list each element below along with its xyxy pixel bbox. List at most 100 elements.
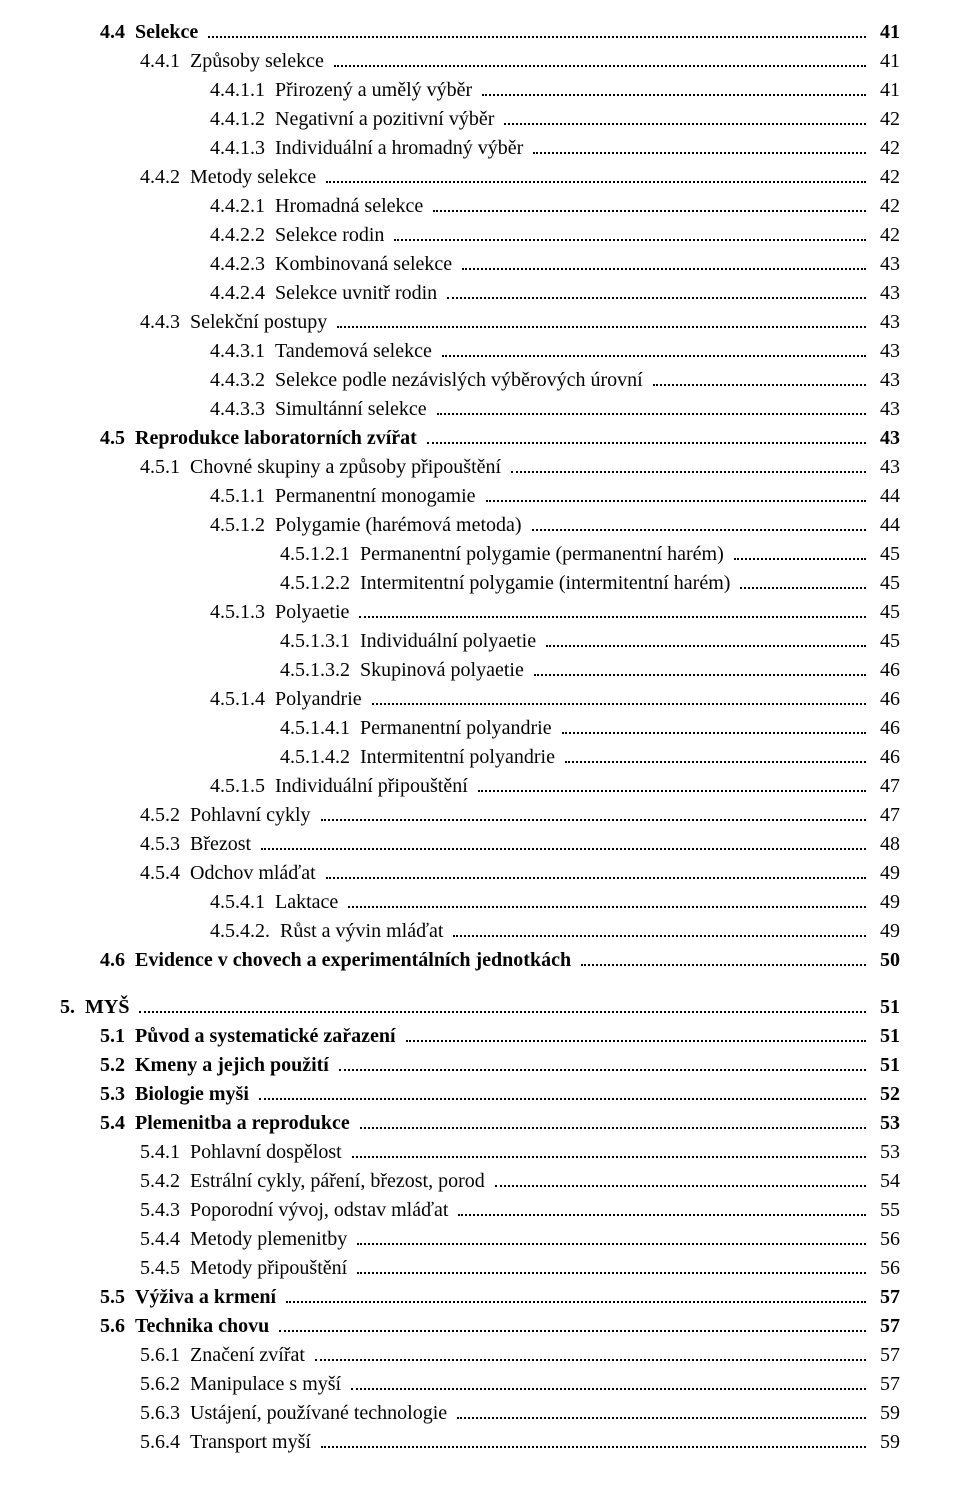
toc-entry: 4.5.1.1 Permanentní monogamie44	[60, 482, 900, 511]
toc-entry-number: 5.4.3	[140, 1199, 180, 1221]
toc-leader-dots	[139, 1000, 866, 1013]
toc-entry-number: 4.5.1.5	[210, 775, 265, 797]
toc-entry-title: Estrální cykly, páření, březost, porod	[190, 1170, 485, 1192]
toc-entry-title: Permanentní polygamie (permanentní harém…	[360, 543, 724, 565]
toc-entry-number: 4.4.1.3	[210, 137, 265, 159]
toc-leader-dots	[357, 1232, 866, 1245]
toc-entry-title: Skupinová polyaetie	[360, 659, 524, 681]
toc-entry: 4.4.3.3 Simultánní selekce43	[60, 395, 900, 424]
toc-entry-label: 4.4.1.1 Přirozený a umělý výběr	[210, 76, 478, 105]
toc-entry-page: 46	[870, 685, 900, 714]
toc-entry-page: 45	[870, 627, 900, 656]
toc-leader-dots	[351, 1377, 866, 1390]
toc-entry-number: 5.6.1	[140, 1344, 180, 1366]
toc-entry: 4.4.2.3 Kombinovaná selekce43	[60, 250, 900, 279]
toc-entry-number: 4.5.1.4.2	[280, 746, 350, 768]
toc-entry-page: 46	[870, 714, 900, 743]
toc-entry-label: 4.5.4.1 Laktace	[210, 888, 344, 917]
toc-entry: 5.4.4 Metody plemenitby56	[60, 1225, 900, 1254]
toc-entry-title: Ustájení, používané technologie	[190, 1402, 447, 1424]
toc-entry-title: Transport myší	[190, 1431, 311, 1453]
toc-entry-label: 5.6.2 Manipulace s myší	[140, 1370, 347, 1399]
toc-leader-dots	[581, 953, 866, 966]
toc-entry: 5.4 Plemenitba a reprodukce53	[60, 1109, 900, 1138]
toc-entry-number: 5.4	[100, 1112, 125, 1134]
toc-leader-dots	[532, 518, 866, 531]
toc-entry-label: 4.5.4 Odchov mláďat	[140, 859, 322, 888]
toc-entry-number: 4.4.3.3	[210, 398, 265, 420]
toc-entry-number: 4.5.1	[140, 456, 180, 478]
toc-leader-dots	[406, 1029, 866, 1042]
toc-entry-title: Hromadná selekce	[275, 195, 423, 217]
toc-entry-title: Permanentní monogamie	[275, 485, 476, 507]
toc-leader-dots	[453, 924, 866, 937]
toc-entry-page: 51	[870, 1051, 900, 1080]
toc-entry-label: 5.5 Výživa a krmení	[100, 1283, 282, 1312]
toc-entry-number: 4.6	[100, 949, 125, 971]
toc-entry-page: 50	[870, 946, 900, 975]
toc-entry: 5.6 Technika chovu57	[60, 1312, 900, 1341]
toc-leader-dots	[315, 1348, 866, 1361]
toc-entry-title: Polyaetie	[275, 601, 349, 623]
toc-entry-label: 4.5.1.5 Individuální připouštění	[210, 772, 474, 801]
toc-entry-number: 4.5.1.2.2	[280, 572, 350, 594]
toc-entry-title: Značení zvířat	[190, 1344, 305, 1366]
toc-entry-page: 53	[870, 1138, 900, 1167]
toc-entry: 5.1 Původ a systematické zařazení51	[60, 1022, 900, 1051]
toc-entry: 4.4.3 Selekční postupy43	[60, 308, 900, 337]
toc-entry-page: 42	[870, 163, 900, 192]
table-of-contents: 4.4 Selekce414.4.1 Způsoby selekce414.4.…	[60, 18, 900, 1457]
toc-entry-number: 5.6	[100, 1315, 125, 1337]
toc-entry-number: 5.4.5	[140, 1257, 180, 1279]
toc-entry-label: 4.4.2 Metody selekce	[140, 163, 322, 192]
toc-entry-title: Metody plemenitby	[190, 1228, 347, 1250]
toc-leader-dots	[734, 547, 866, 560]
toc-entry: 4.4.1.3 Individuální a hromadný výběr42	[60, 134, 900, 163]
toc-leader-dots	[462, 257, 866, 270]
toc-entry-label: 5.4.2 Estrální cykly, páření, březost, p…	[140, 1167, 491, 1196]
toc-entry-label: 4.5.1.4.1 Permanentní polyandrie	[280, 714, 558, 743]
toc-entry-page: 43	[870, 250, 900, 279]
toc-entry-label: 4.5.1.3 Polyaetie	[210, 598, 355, 627]
toc-entry-number: 4.5.1.3.2	[280, 659, 350, 681]
toc-entry-label: 4.5.1.2.2 Intermitentní polygamie (inter…	[280, 569, 736, 598]
toc-entry-label: 4.5.1.4.2 Intermitentní polyandrie	[280, 743, 561, 772]
toc-leader-dots	[372, 692, 866, 705]
toc-entry-title: Negativní a pozitivní výběr	[275, 108, 494, 130]
toc-entry: 4.4.3.2 Selekce podle nezávislých výběro…	[60, 366, 900, 395]
toc-entry-page: 48	[870, 830, 900, 859]
toc-entry-page: 57	[870, 1283, 900, 1312]
toc-entry-title: Selekce rodin	[275, 224, 384, 246]
toc-entry-page: 43	[870, 337, 900, 366]
toc-leader-dots	[442, 344, 866, 357]
toc-entry-page: 49	[870, 859, 900, 888]
toc-leader-dots	[321, 1435, 866, 1448]
toc-leader-dots	[457, 1406, 866, 1419]
toc-entry-title: Polyandrie	[275, 688, 362, 710]
toc-entry-page: 55	[870, 1196, 900, 1225]
toc-leader-dots	[286, 1290, 866, 1303]
toc-entry: 5.3 Biologie myši52	[60, 1080, 900, 1109]
toc-entry-label: 4.5.1.3.1 Individuální polyaetie	[280, 627, 542, 656]
toc-leader-dots	[427, 431, 866, 444]
toc-entry: 4.5.1.5 Individuální připouštění47	[60, 772, 900, 801]
toc-entry-page: 57	[870, 1312, 900, 1341]
toc-entry-label: 4.5.3 Březost	[140, 830, 257, 859]
toc-entry-page: 43	[870, 453, 900, 482]
toc-entry: 4.5.4.2. Růst a vývin mláďat49	[60, 917, 900, 946]
toc-entry-page: 42	[870, 105, 900, 134]
toc-entry-label: 4.4.3.3 Simultánní selekce	[210, 395, 433, 424]
toc-entry-label: 4.5.1.2 Polygamie (harémová metoda)	[210, 511, 528, 540]
toc-leader-dots	[326, 866, 866, 879]
toc-entry: 5.4.5 Metody připouštění56	[60, 1254, 900, 1283]
toc-entry-title: Polygamie (harémová metoda)	[275, 514, 522, 536]
toc-entry-label: 5.3 Biologie myši	[100, 1080, 255, 1109]
toc-entry-number: 5.6.4	[140, 1431, 180, 1453]
toc-entry-number: 4.5	[100, 427, 125, 449]
toc-leader-dots	[261, 837, 866, 850]
toc-entry-number: 4.5.1.2	[210, 514, 265, 536]
toc-entry-number: 4.4.2	[140, 166, 180, 188]
toc-entry-title: Kmeny a jejich použití	[135, 1054, 329, 1076]
toc-entry-title: Reprodukce laboratorních zvířat	[135, 427, 417, 449]
toc-entry-label: 4.4.1 Způsoby selekce	[140, 47, 330, 76]
